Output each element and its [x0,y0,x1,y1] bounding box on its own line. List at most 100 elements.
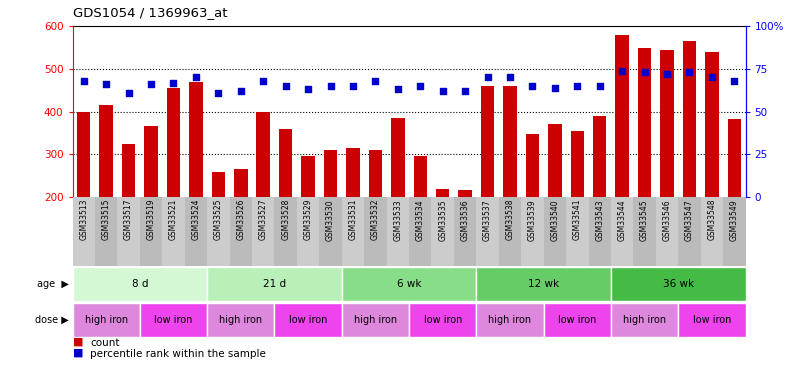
Bar [409,303,476,337]
Bar [544,197,566,266]
Point [661,71,674,77]
Point [571,83,584,89]
Text: percentile rank within the sample: percentile rank within the sample [90,349,266,359]
Text: GDS1054 / 1369963_at: GDS1054 / 1369963_at [73,6,227,19]
Text: GSM33541: GSM33541 [573,199,582,240]
Bar [212,172,225,197]
Text: low iron: low iron [289,315,327,325]
Bar [588,197,611,266]
Bar [301,156,315,197]
Bar [521,197,544,266]
Text: GSM33515: GSM33515 [102,199,110,240]
Text: GSM33549: GSM33549 [730,199,739,241]
Bar [683,41,696,197]
Text: GSM33547: GSM33547 [685,199,694,241]
Bar [571,131,584,197]
Text: GSM33525: GSM33525 [214,199,222,240]
Text: GSM33535: GSM33535 [438,199,447,241]
Point [459,88,472,94]
Bar [364,197,387,266]
Text: GSM33537: GSM33537 [483,199,492,241]
Text: high iron: high iron [85,315,128,325]
Point [683,69,696,75]
Text: low iron: low iron [558,315,596,325]
Point [392,86,405,92]
Bar [73,267,207,301]
Text: ■: ■ [73,337,83,347]
Bar [167,88,181,197]
Bar [387,197,409,266]
Text: GSM33543: GSM33543 [596,199,604,241]
Bar [728,119,741,197]
Text: ■: ■ [73,348,83,358]
Text: high iron: high iron [488,315,532,325]
Point [413,83,426,89]
Point [526,83,539,89]
Point [77,78,90,84]
Text: 12 wk: 12 wk [528,279,559,289]
Text: low iron: low iron [692,315,731,325]
Point [189,74,202,81]
Text: high iron: high iron [354,315,397,325]
Bar [207,303,274,337]
Bar [95,197,118,266]
Bar [140,197,162,266]
Bar [207,267,342,301]
Text: GSM33548: GSM33548 [708,199,717,240]
Bar [476,267,611,301]
Text: GSM33529: GSM33529 [304,199,313,240]
Point [593,83,606,89]
Point [212,90,225,96]
Bar [431,197,454,266]
Text: GSM33524: GSM33524 [192,199,201,240]
Text: GSM33536: GSM33536 [461,199,470,241]
Bar [526,134,539,197]
Point [616,68,629,74]
Point [235,88,247,94]
Bar [162,197,185,266]
Bar [77,112,90,197]
Point [728,78,741,84]
Bar [274,303,342,337]
Bar [185,197,207,266]
Bar [503,86,517,197]
Bar [73,197,95,266]
Point [257,78,270,84]
Bar [544,303,611,337]
Bar [297,197,319,266]
Point [548,85,561,91]
Bar [593,116,606,197]
Bar [140,303,207,337]
Text: GSM33538: GSM33538 [505,199,514,240]
Bar [252,197,274,266]
Text: low iron: low iron [423,315,462,325]
Bar [436,189,450,197]
Text: GSM33540: GSM33540 [550,199,559,241]
Text: GSM33545: GSM33545 [640,199,649,241]
Point [301,86,314,92]
Text: GSM33544: GSM33544 [617,199,626,241]
Point [123,90,135,96]
Bar [342,267,476,301]
Point [347,83,359,89]
Text: low iron: low iron [154,315,193,325]
Bar [638,48,651,197]
Text: GSM33534: GSM33534 [416,199,425,241]
Bar [566,197,588,266]
Point [705,74,718,81]
Bar [342,197,364,266]
Text: GSM33526: GSM33526 [236,199,245,240]
Text: high iron: high iron [623,315,667,325]
Text: GSM33530: GSM33530 [326,199,335,241]
Bar [99,105,113,197]
Text: high iron: high iron [219,315,263,325]
Bar [660,50,674,197]
Point [504,74,517,81]
Bar [342,303,409,337]
Bar [454,197,476,266]
Point [144,81,157,87]
Bar [476,303,544,337]
Text: GSM33527: GSM33527 [259,199,268,240]
Text: GSM33539: GSM33539 [528,199,537,241]
Text: dose ▶: dose ▶ [35,315,69,325]
